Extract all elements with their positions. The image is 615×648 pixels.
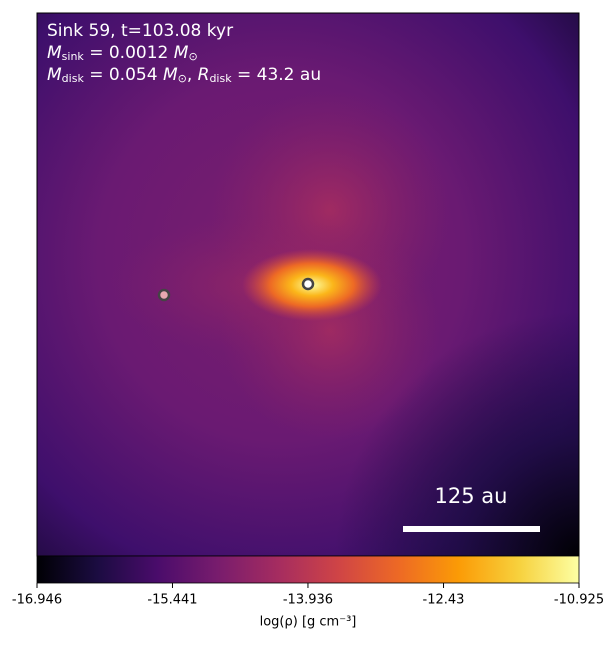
title: Sink 59, t=103.08 kyr <box>47 21 233 41</box>
sink-particle <box>301 277 315 291</box>
sink-mass: Msink = 0.0012 M⊙ <box>47 43 198 63</box>
scale-bar <box>403 526 540 532</box>
sink-particle <box>157 288 171 302</box>
disk-properties: Mdisk = 0.054 M⊙, Rdisk = 43.2 au <box>47 65 321 85</box>
colorbar-tick-label: -15.441 <box>147 593 197 608</box>
colorbar <box>36 555 580 584</box>
colorbar-label: log(ρ) [g cm⁻³] <box>260 615 357 630</box>
colorbar-tick-label: -12.43 <box>423 593 465 608</box>
colorbar-tick-label: -13.936 <box>283 593 333 608</box>
colorbar-tick-label: -16.946 <box>12 593 62 608</box>
density-map <box>36 12 580 557</box>
scale-bar-label: 125 au <box>435 484 508 508</box>
colorbar-tick-label: -10.925 <box>554 593 604 608</box>
